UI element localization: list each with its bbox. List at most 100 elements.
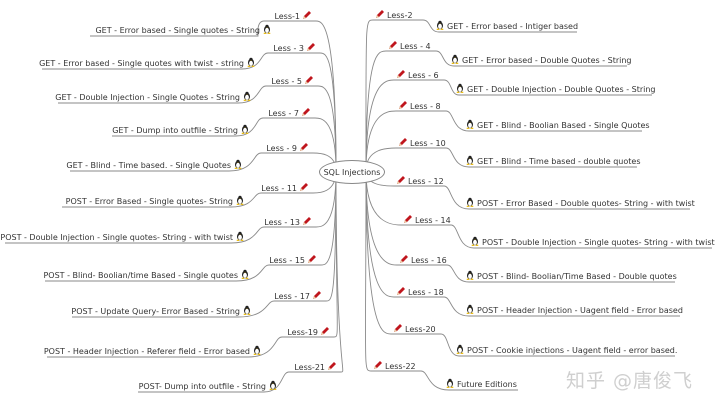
lesson-topic-node[interactable]: POST - Update Query- Error Based - Strin… <box>71 305 252 318</box>
lesson-topic-node[interactable]: POST - Blind- Boolian/time Based - Singl… <box>43 269 250 282</box>
lesson-topic-node[interactable]: POST - Blind- Boolian/Time Based - Doubl… <box>465 270 677 283</box>
lesson-node[interactable]: Less-22 <box>373 360 416 373</box>
lesson-node[interactable]: Less - 3 <box>273 42 316 55</box>
lesson-node[interactable]: Less - 8 <box>398 100 441 113</box>
topic-label: GET - Error based - Single quotes - Stri… <box>95 25 260 35</box>
pencil-icon <box>306 42 316 55</box>
lesson-topic-node[interactable]: GET - Blind - Time based. - Single Quote… <box>66 159 243 172</box>
topic-label: POST - Blind- Boolian/time Based - Singl… <box>43 270 238 280</box>
lesson-label: Less - 18 <box>408 287 444 297</box>
topic-label: GET - Blind - Boolian Based - Single Quo… <box>477 120 650 130</box>
lesson-node[interactable]: Less - 5 <box>271 75 314 88</box>
lesson-topic-node[interactable]: GET - Error based - Single quotes with t… <box>39 57 256 70</box>
pencil-icon <box>396 286 406 299</box>
lesson-node[interactable]: Less - 15 <box>269 254 317 267</box>
lesson-node[interactable]: Less-1 <box>274 10 312 23</box>
lesson-node[interactable]: Less - 11 <box>261 182 309 195</box>
connector-line <box>365 19 577 172</box>
pencil-icon <box>398 137 408 150</box>
lesson-label: Less - 15 <box>269 255 305 265</box>
lesson-node[interactable]: Less - 18 <box>396 286 444 299</box>
lesson-topic-node[interactable]: GET - Blind - Time based - double quotes <box>465 155 641 168</box>
connector-line <box>90 20 337 172</box>
linux-tux-icon <box>235 231 245 244</box>
linux-tux-icon <box>268 380 278 393</box>
lesson-node[interactable]: Less - 14 <box>403 214 451 227</box>
lesson-node[interactable]: Less - 16 <box>399 254 447 267</box>
lesson-node[interactable]: Less-2 <box>375 9 413 22</box>
linux-tux-icon <box>242 91 252 104</box>
lesson-topic-node[interactable]: POST- Dump into outfile - String <box>139 380 278 393</box>
lesson-node[interactable]: Less-20 <box>393 323 436 336</box>
linux-tux-icon <box>252 345 262 358</box>
lesson-topic-node[interactable]: GET - Error based - Double Quotes - Stri… <box>450 54 632 67</box>
lesson-topic-node[interactable]: POST - Double Injection - Single quotes-… <box>470 236 715 249</box>
lesson-node[interactable]: Less-19 <box>287 326 330 339</box>
lesson-topic-node[interactable]: POST - Cookie injections - Uagent field … <box>455 344 677 357</box>
lesson-topic-node[interactable]: POST - Error Based - Single quotes- Stri… <box>66 195 245 208</box>
lesson-label: Less - 6 <box>408 70 439 80</box>
lesson-label: Less - 8 <box>410 101 441 111</box>
connector-line <box>365 147 637 172</box>
lesson-topic-node[interactable]: POST - Error Based - Double quotes- Stri… <box>465 197 695 210</box>
lesson-topic-node[interactable]: GET - Double Injection - Single Quotes -… <box>55 91 252 104</box>
lesson-topic-node[interactable]: GET - Double Injection - Double Quotes -… <box>455 83 656 96</box>
linux-tux-icon <box>450 54 460 67</box>
lesson-label: Less - 16 <box>411 255 447 265</box>
lesson-topic-node[interactable]: POST - Double Injection - Single quotes-… <box>0 231 245 244</box>
lesson-label: Less-2 <box>387 10 413 20</box>
lesson-topic-node[interactable]: GET - Error based - Intiger based <box>435 20 578 33</box>
linux-tux-icon <box>465 304 475 317</box>
lesson-node[interactable]: Less-21 <box>294 361 337 374</box>
lesson-node[interactable]: Less - 12 <box>396 175 444 188</box>
lesson-node[interactable]: Less - 4 <box>388 40 431 53</box>
lesson-label: Less - 14 <box>415 215 451 225</box>
topic-label: Future Editions <box>457 379 517 389</box>
linux-tux-icon <box>246 57 256 70</box>
connector-line <box>365 170 675 357</box>
lesson-node[interactable]: Less - 9 <box>266 142 309 155</box>
lesson-topic-node[interactable]: GET - Dump into outfile - String <box>112 124 250 137</box>
topic-label: GET - Error based - Intiger based <box>447 21 579 31</box>
lesson-node[interactable]: Less - 17 <box>274 290 322 303</box>
lesson-topic-node[interactable]: GET - Error based - Single quotes - Stri… <box>95 24 272 37</box>
lesson-topic-node[interactable]: POST - Header Injection - Referer field … <box>44 345 262 358</box>
connector-line <box>62 170 337 208</box>
lesson-topic-node[interactable]: POST - Header Injection - Uagent field -… <box>465 304 683 317</box>
lesson-node[interactable]: Less - 7 <box>268 107 311 120</box>
linux-tux-icon <box>465 270 475 283</box>
root-node-sql-injections[interactable]: SQL Injections <box>319 160 385 184</box>
lesson-label: Less - 5 <box>271 76 302 86</box>
lesson-label: Less - 13 <box>264 217 300 227</box>
topic-label: POST - Error Based - Single quotes- Stri… <box>65 196 233 206</box>
lesson-topic-node[interactable]: Future Editions <box>445 378 517 391</box>
pencil-icon <box>373 360 383 373</box>
watermark: 知乎 @唐俊飞 <box>566 370 694 392</box>
linux-tux-icon <box>242 305 252 318</box>
connector-line <box>365 50 627 172</box>
lesson-node[interactable]: Less - 6 <box>396 69 439 82</box>
lesson-label: Less - 11 <box>261 183 297 193</box>
linux-tux-icon <box>465 155 475 168</box>
connector-line <box>365 110 642 172</box>
connector-line <box>138 170 344 393</box>
connector-line <box>365 170 675 283</box>
topic-label: POST - Header Injection - Referer field … <box>43 346 250 356</box>
lesson-node[interactable]: Less - 10 <box>398 137 446 150</box>
topic-label: GET - Blind - Time based. - Single Quote… <box>66 160 231 170</box>
lesson-node[interactable]: Less - 13 <box>264 216 312 229</box>
connector-line <box>365 170 712 249</box>
connector-line <box>365 170 518 391</box>
pencil-icon <box>398 100 408 113</box>
pencil-icon <box>327 361 337 374</box>
lesson-label: Less - 10 <box>410 138 446 148</box>
lesson-topic-node[interactable]: GET - Blind - Boolian Based - Single Quo… <box>465 119 650 132</box>
topic-label: POST - Update Query- Error Based - Strin… <box>71 306 240 316</box>
lesson-label: Less - 9 <box>266 143 297 153</box>
linux-tux-icon <box>465 119 475 132</box>
lesson-label: Less - 17 <box>274 291 310 301</box>
topic-label: POST - Blind- Boolian/Time Based - Doubl… <box>477 271 677 281</box>
linux-tux-icon <box>262 24 272 37</box>
topic-label: GET - Double Injection - Single Quotes -… <box>55 92 240 102</box>
topic-label: GET - Error based - Single quotes with t… <box>39 58 244 68</box>
